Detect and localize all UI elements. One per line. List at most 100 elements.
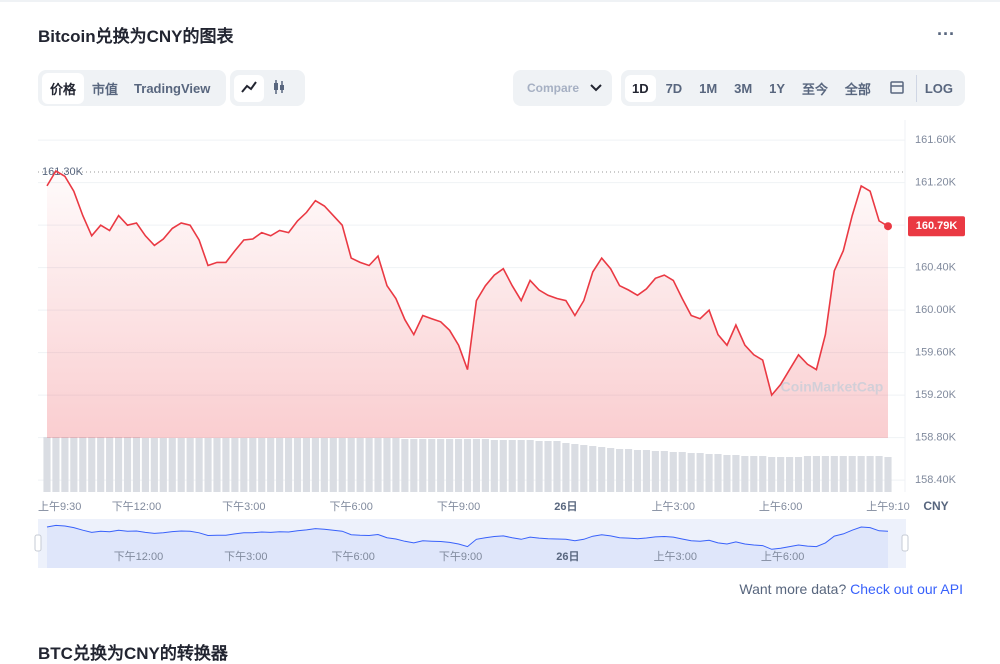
navigator-handle[interactable] bbox=[34, 534, 42, 552]
range-button[interactable]: 全部 bbox=[844, 81, 871, 97]
compare-select[interactable]: Compare bbox=[513, 70, 612, 106]
navigator-label: 上午6:00 bbox=[761, 550, 804, 563]
section-heading: BTC兑换为CNY的转换器 bbox=[38, 644, 228, 663]
volume-bar bbox=[768, 457, 776, 492]
candle-icon bbox=[274, 79, 284, 94]
api-link[interactable]: Check out our API bbox=[850, 581, 963, 597]
calendar-icon bbox=[890, 80, 904, 94]
volume-bar bbox=[830, 456, 838, 492]
volume-bar bbox=[88, 437, 96, 492]
navigator-handle[interactable] bbox=[901, 534, 909, 552]
volume-bar bbox=[651, 451, 659, 492]
range-button[interactable]: 1D bbox=[625, 74, 656, 102]
compare-label: Compare bbox=[527, 81, 580, 95]
tab[interactable]: TradingView bbox=[134, 80, 211, 96]
volume-bar bbox=[884, 457, 892, 492]
volume-bar bbox=[114, 437, 123, 492]
volume-bar bbox=[633, 450, 642, 492]
volume-bar bbox=[231, 438, 239, 492]
volume-bar bbox=[177, 438, 185, 492]
reference-label: 161.30K bbox=[42, 166, 84, 178]
volume-bar bbox=[141, 438, 149, 492]
range-button[interactable]: 7D bbox=[665, 80, 683, 96]
volume-bar bbox=[472, 439, 481, 492]
range-button[interactable]: 至今 bbox=[801, 81, 828, 97]
volume-bar bbox=[329, 438, 337, 492]
chart-style-group bbox=[230, 70, 305, 106]
range-button[interactable]: 1Y bbox=[769, 80, 786, 96]
chart: 158.40K 158.80K 159.20K 159.60K 160.00K 160.4… bbox=[34, 120, 965, 568]
volume-bar bbox=[607, 448, 615, 492]
volume-bar bbox=[186, 438, 194, 492]
x-tick-label: 26日 bbox=[554, 500, 577, 513]
y-tick-label: 161.60K bbox=[915, 134, 957, 146]
volume-bar bbox=[598, 447, 606, 492]
area-fill bbox=[47, 171, 888, 438]
y-tick-label: 159.20K bbox=[915, 389, 957, 401]
volume-bar bbox=[705, 454, 713, 492]
log-button[interactable]: LOG bbox=[915, 74, 961, 102]
volume-bar bbox=[535, 441, 543, 492]
navigator-line bbox=[46, 524, 889, 550]
line-style-button[interactable] bbox=[234, 74, 264, 102]
tab-group: 价格 市值 TradingView bbox=[38, 70, 226, 106]
range-button[interactable]: 1M bbox=[699, 80, 718, 96]
volume-bar bbox=[463, 439, 472, 492]
volume-bar bbox=[240, 438, 248, 492]
volume-bar bbox=[714, 454, 722, 492]
volume-bar bbox=[624, 449, 633, 492]
navigator-label: 26日 bbox=[556, 550, 579, 563]
volume-bar bbox=[150, 438, 158, 492]
y-tick-label: 159.60K bbox=[915, 347, 957, 359]
x-tick-label: 上午3:00 bbox=[652, 500, 695, 513]
volume-bar bbox=[499, 440, 507, 492]
y-tick-label: 158.80K bbox=[915, 432, 957, 444]
volume-bar bbox=[106, 437, 114, 492]
volume-bar bbox=[43, 437, 51, 492]
x-tick-label: 下午3:00 bbox=[222, 500, 265, 513]
volume-bar bbox=[669, 452, 677, 492]
volume-bar bbox=[803, 456, 812, 492]
volume-bar bbox=[732, 455, 740, 492]
range-button[interactable]: 3M bbox=[734, 80, 753, 96]
line-icon bbox=[241, 80, 257, 93]
more-menu[interactable]: ··· bbox=[937, 24, 955, 44]
calendar-button[interactable] bbox=[881, 73, 913, 104]
x-tick-label: 下午12:00 bbox=[112, 500, 162, 513]
volume-bar bbox=[481, 439, 489, 492]
volume-bar bbox=[320, 438, 328, 492]
volume-bar bbox=[544, 441, 552, 492]
volume-bar bbox=[392, 438, 400, 492]
last-point bbox=[884, 222, 892, 231]
volume-bar bbox=[759, 456, 767, 492]
volume-bar bbox=[159, 438, 167, 492]
volume-bar bbox=[839, 456, 847, 492]
volume-bar bbox=[410, 439, 418, 492]
x-tick-label: 上午9:10 bbox=[866, 500, 909, 513]
volume-bar bbox=[311, 438, 319, 492]
volume-bar bbox=[437, 439, 445, 492]
chart-title: Bitcoin兑换为CNY的图表 bbox=[38, 27, 234, 46]
volume-bar bbox=[70, 437, 78, 492]
volume-bar bbox=[812, 456, 821, 492]
volume-bar bbox=[267, 438, 275, 492]
volume-bar bbox=[454, 439, 463, 492]
volume-bar bbox=[526, 440, 534, 492]
tab[interactable]: 价格 bbox=[42, 72, 85, 104]
tab[interactable]: 市值 bbox=[92, 81, 119, 97]
volume-bar bbox=[687, 453, 695, 492]
candle-style-button[interactable] bbox=[264, 75, 294, 102]
volume-bar bbox=[195, 438, 203, 492]
volume-bar bbox=[61, 437, 69, 492]
volume-bar bbox=[97, 437, 105, 492]
volume-bar bbox=[132, 437, 141, 492]
volume-bar bbox=[553, 441, 561, 492]
volume-bar bbox=[741, 456, 749, 492]
volume-bar bbox=[642, 450, 651, 492]
footer: Want more data? Check out our API bbox=[739, 581, 963, 597]
volume-bar bbox=[875, 456, 883, 492]
volume-bar bbox=[168, 438, 176, 492]
navigator-label: 下午9:00 bbox=[439, 550, 482, 563]
volume-bar bbox=[562, 443, 570, 492]
